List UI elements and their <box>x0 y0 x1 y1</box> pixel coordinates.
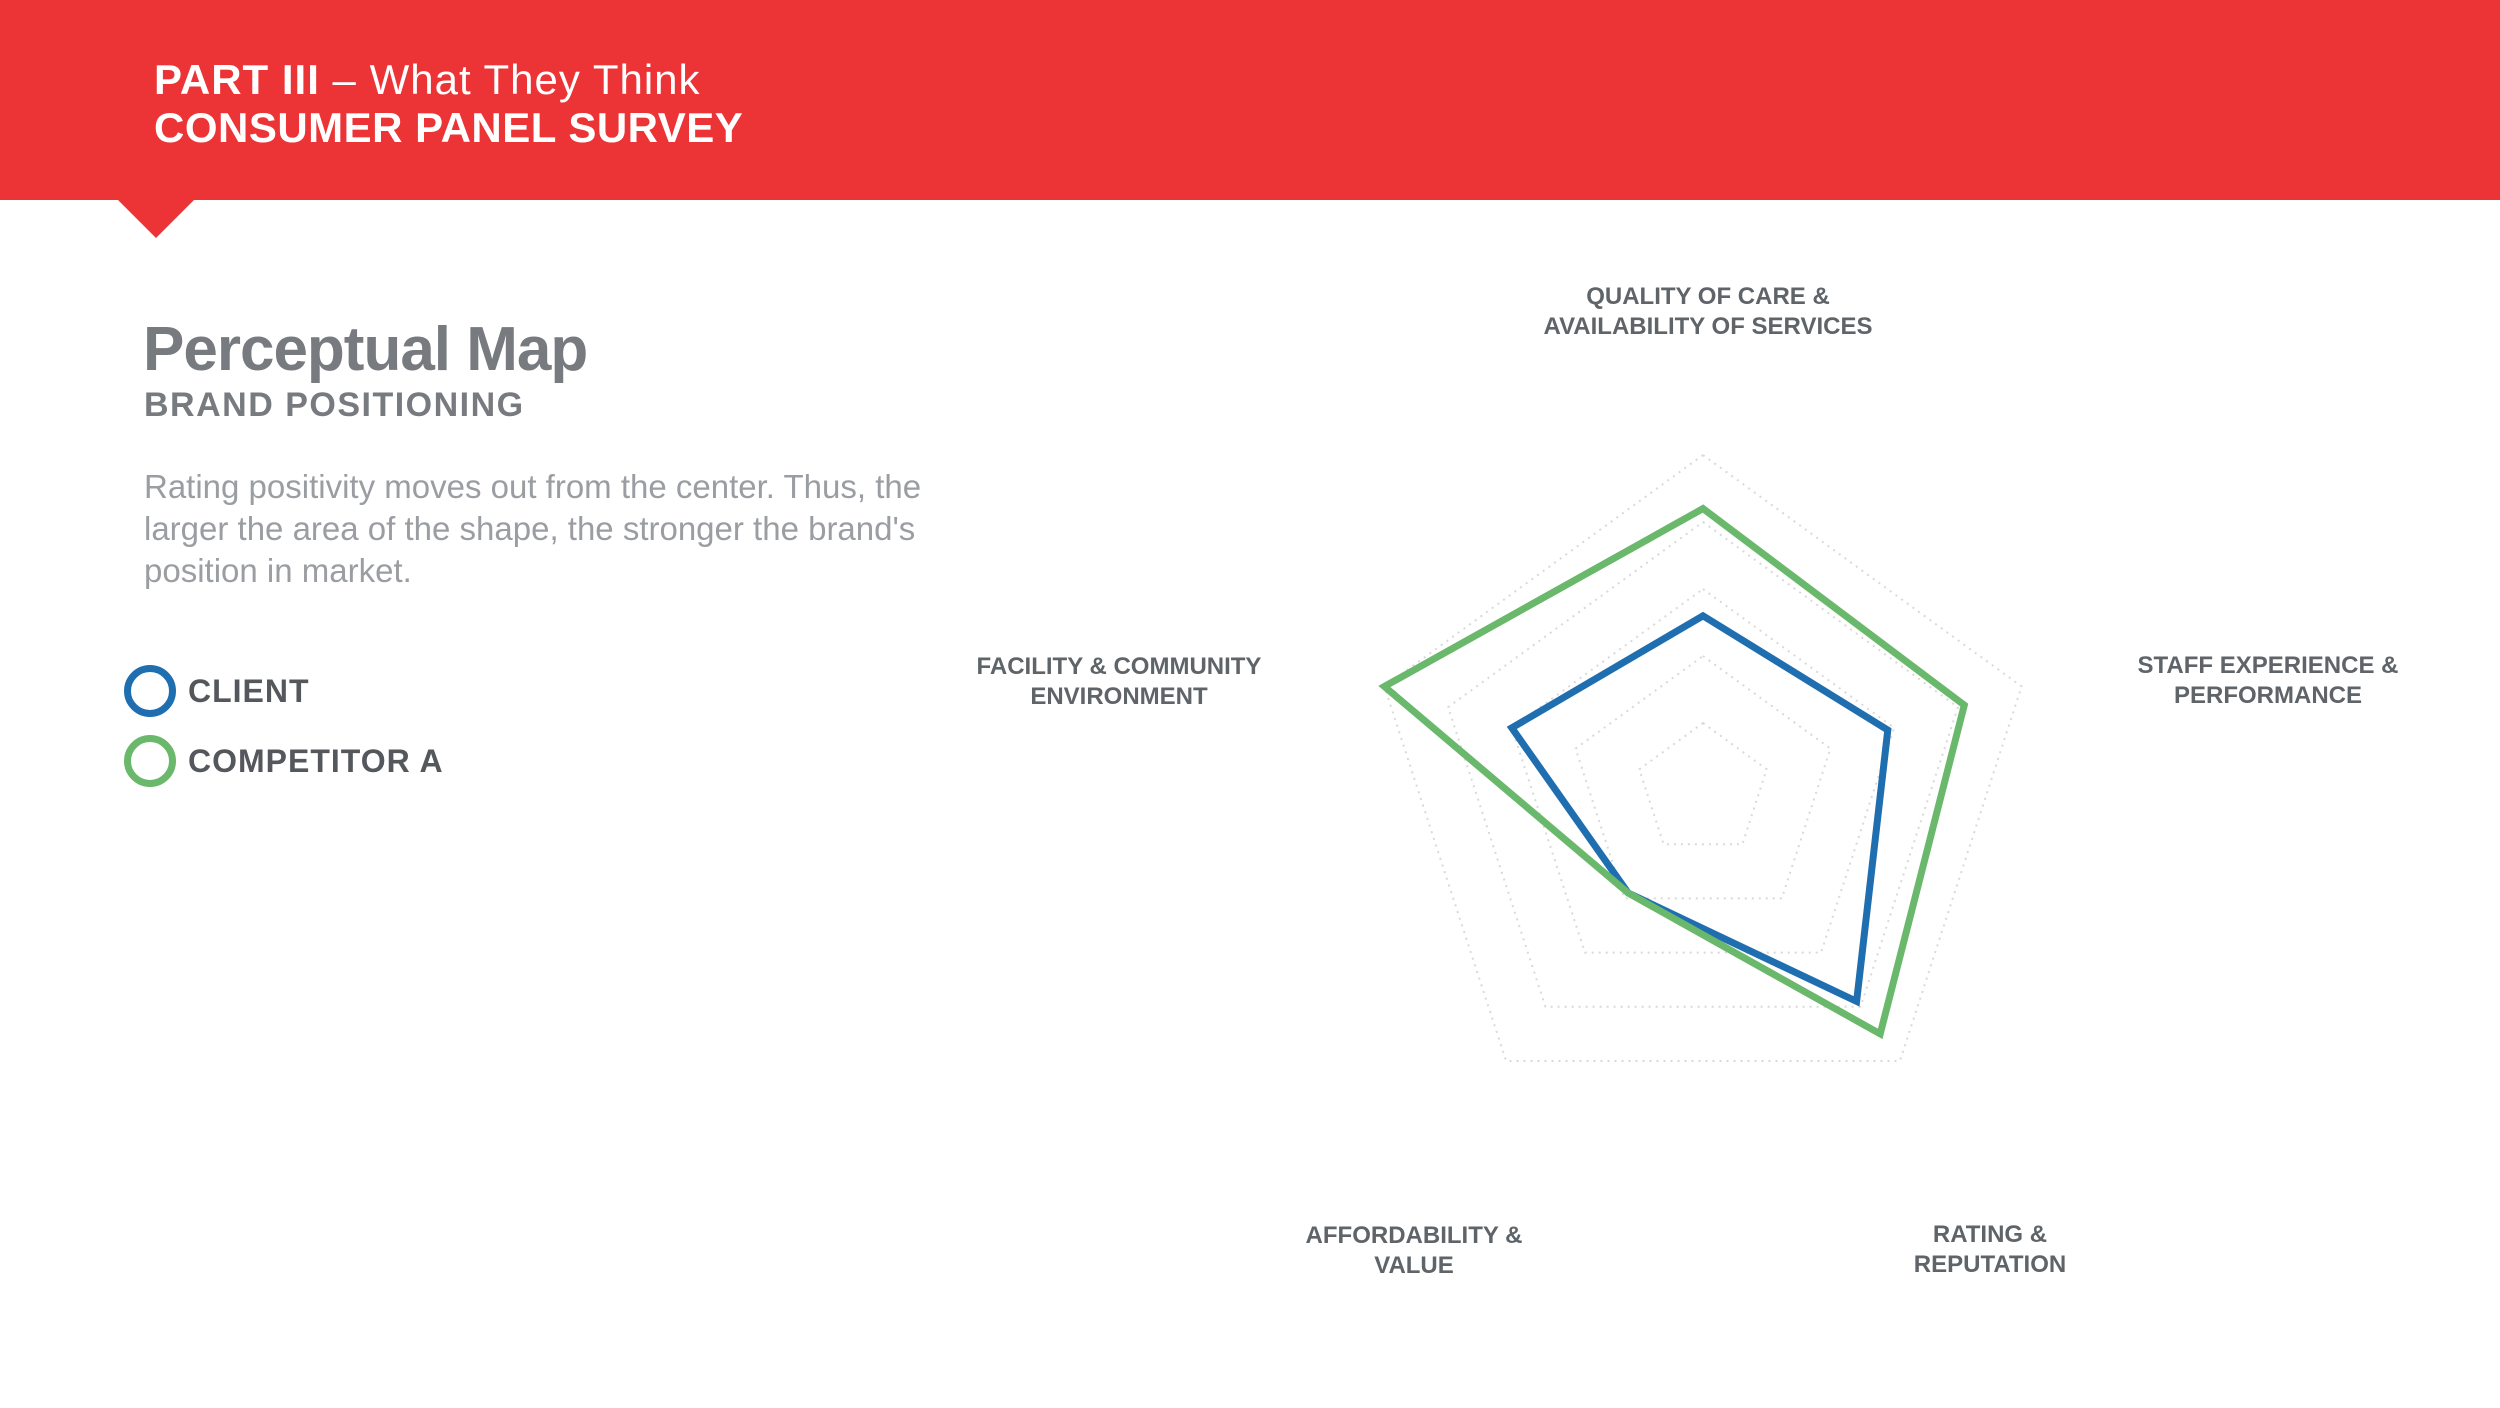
header-banner <box>0 0 2500 200</box>
axis-label-facility-line-2: ENVIRONMENT <box>1030 683 1208 710</box>
radar-series-client <box>1506 611 1892 1007</box>
axis-label-rating-line-1: RATING & <box>1932 1221 2048 1248</box>
header-section-line: PART III – What They Think <box>154 56 701 104</box>
radar-grid-ring-5 <box>1383 453 2023 1062</box>
axis-label-affordability-value: AFFORDABILITY & VALUE <box>1306 1221 1523 1281</box>
page-title: Perceptual Map <box>143 315 588 384</box>
header-banner-notch <box>118 200 194 238</box>
axis-label-quality-line-2: AVAILABILITY OF SERVICES <box>1543 313 1873 340</box>
axis-label-affordability-line-1: AFFORDABILITY & <box>1305 1222 1523 1249</box>
legend-competitor-label: COMPETITOR A <box>188 743 444 779</box>
axis-label-staff-line-2: PERFORMANCE <box>2173 682 2363 709</box>
axis-label-rating-reputation: RATING & REPUTATION <box>1914 1220 2066 1280</box>
axis-label-quality-line-1: QUALITY OF CARE & <box>1586 283 1830 310</box>
header-title: CONSUMER PANEL SURVEY <box>154 104 744 151</box>
axis-label-affordability-line-2: VALUE <box>1374 1252 1454 1279</box>
axis-label-rating-line-2: REPUTATION <box>1913 1251 2067 1278</box>
axis-label-quality-of-care: QUALITY OF CARE & AVAILABILITY OF SERVIC… <box>1544 282 1873 342</box>
header-part: PART III <box>154 56 320 103</box>
radar-grid-ring-1 <box>1638 721 1768 846</box>
page-subtitle: BRAND POSITIONING <box>144 386 525 424</box>
page-description: Rating positivity moves out from the cen… <box>144 468 922 589</box>
radar-series-competitor-a <box>1378 504 1969 1040</box>
axis-label-facility-environment: FACILITY & COMMUNITY ENVIRONMENT <box>977 652 1262 712</box>
legend-client-marker <box>124 665 176 717</box>
header-separator: – <box>319 56 370 103</box>
radar-grid-ring-3 <box>1510 587 1896 954</box>
header-section: What They Think <box>369 56 701 103</box>
axis-label-staff-line-1: STAFF EXPERIENCE & <box>2137 652 2399 679</box>
axis-label-facility-line-1: FACILITY & COMMUNITY <box>976 653 1262 680</box>
legend-competitor-marker <box>124 735 176 787</box>
legend-client-label: CLIENT <box>188 673 310 709</box>
axis-label-staff-experience: STAFF EXPERIENCE & PERFORMANCE <box>2138 651 2399 711</box>
radar-grid-ring-2 <box>1574 654 1832 900</box>
